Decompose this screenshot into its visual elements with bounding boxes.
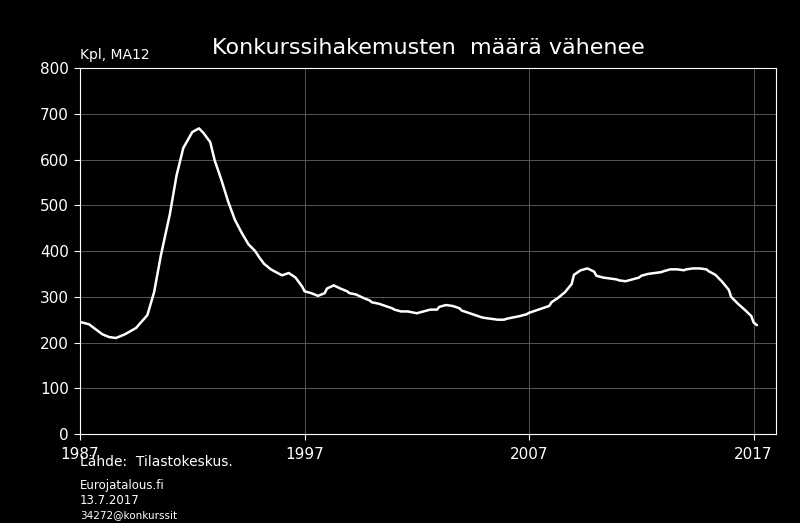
Text: 13.7.2017: 13.7.2017 xyxy=(80,494,140,507)
Text: Kpl, MA12: Kpl, MA12 xyxy=(80,49,150,63)
Text: Eurojatalous.fi: Eurojatalous.fi xyxy=(80,479,165,492)
Text: Lähde:  Tilastokeskus.: Lähde: Tilastokeskus. xyxy=(80,455,233,469)
Text: 34272@konkurssit: 34272@konkurssit xyxy=(80,510,177,520)
Title: Konkurssihakemusten  määrä vähenee: Konkurssihakemusten määrä vähenee xyxy=(212,38,644,58)
